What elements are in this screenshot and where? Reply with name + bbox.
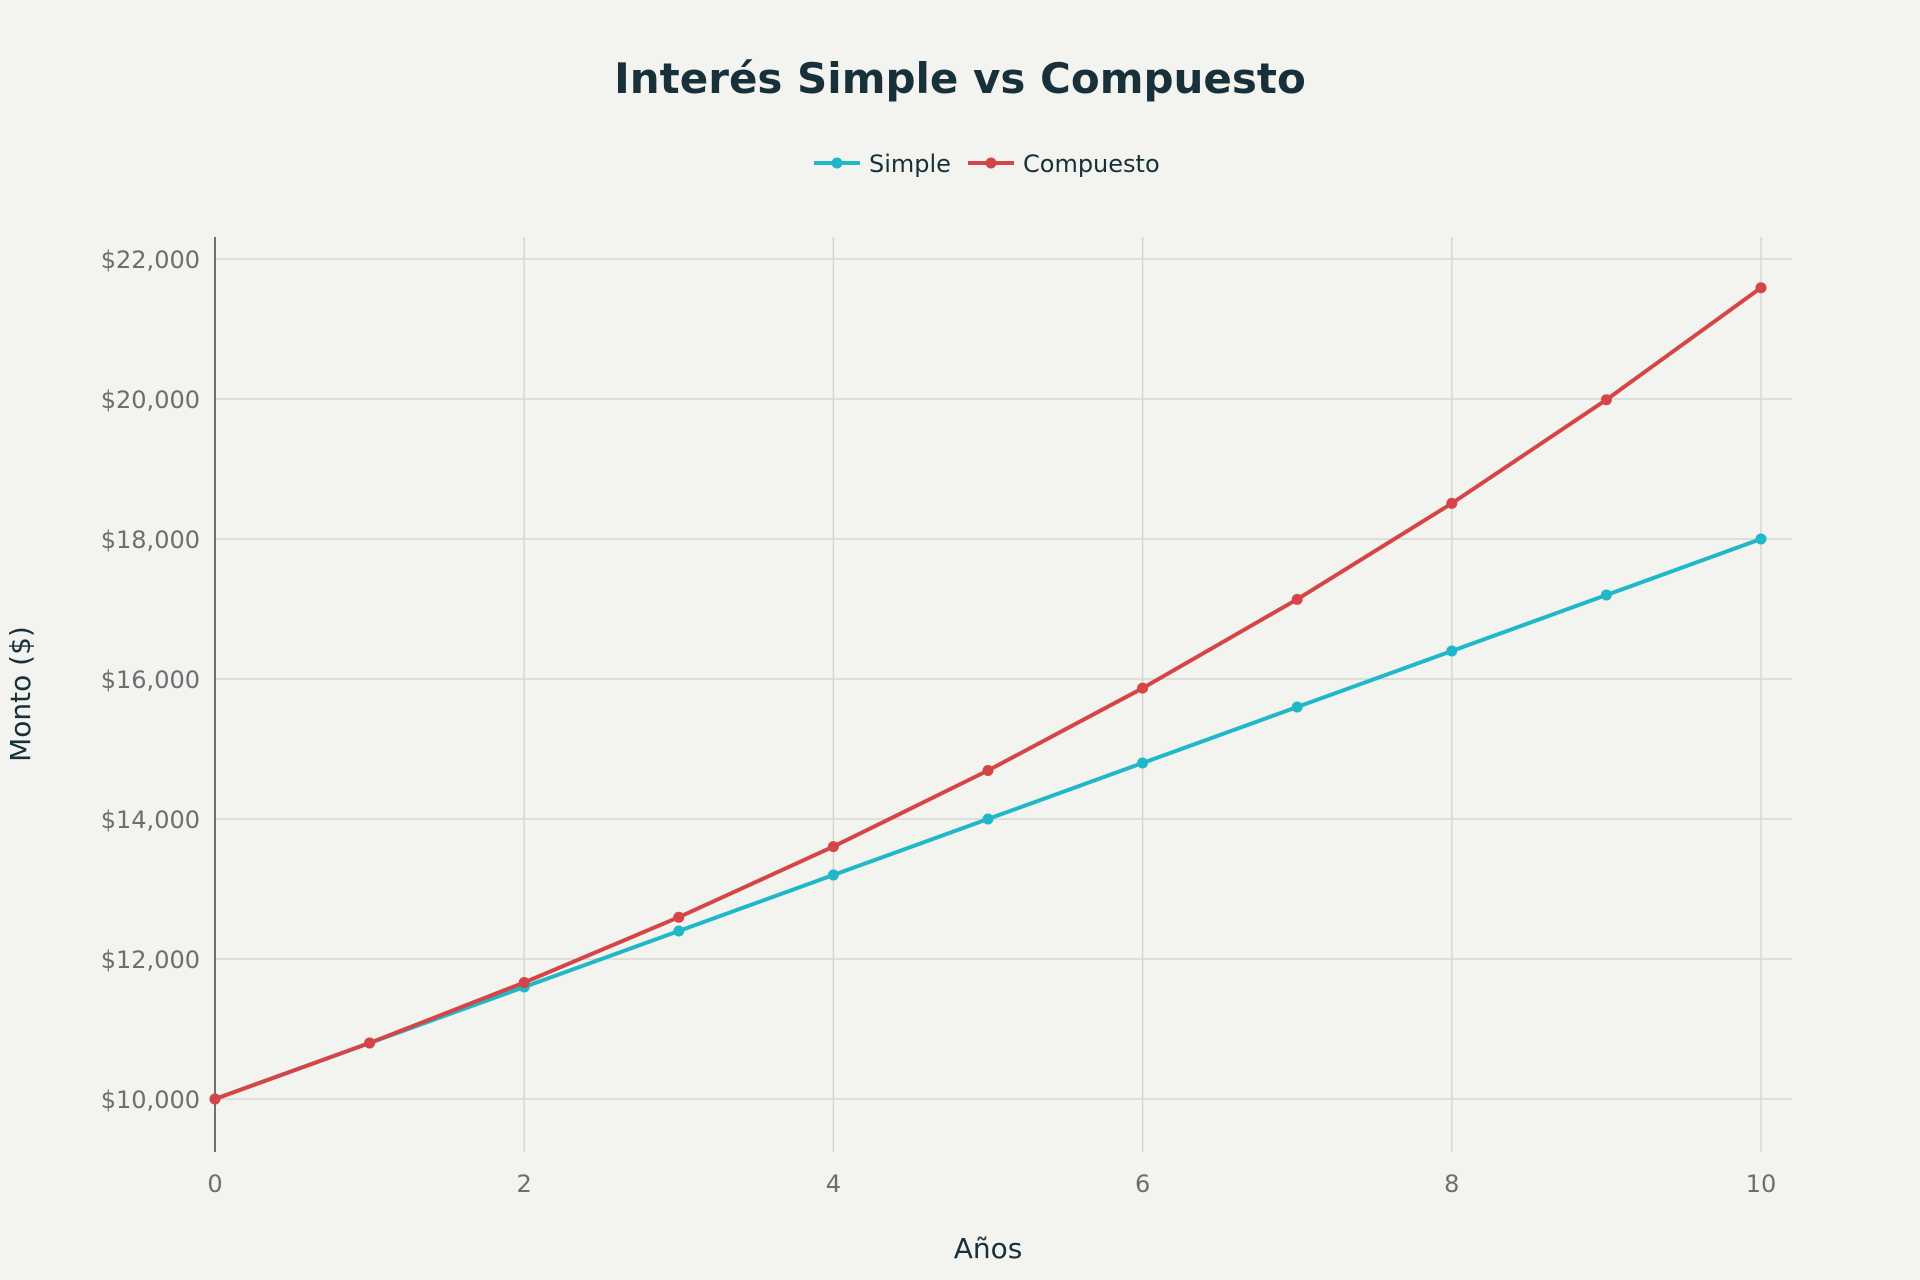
tick-labels: $10,000 $12,000 $14,000 $16,000 $18,000 $20,0… bbox=[101, 246, 1777, 1198]
legend-label-simple: Simple bbox=[869, 150, 951, 178]
x-tick-label: 8 bbox=[1444, 1170, 1459, 1198]
x-tick-label: 10 bbox=[1746, 1170, 1777, 1198]
data-point-compuesto bbox=[673, 911, 685, 923]
data-point-simple bbox=[1137, 757, 1149, 769]
y-tick-label: $12,000 bbox=[101, 946, 200, 974]
data-point-compuesto bbox=[1137, 682, 1149, 694]
legend-item-compuesto: Compuesto bbox=[968, 150, 1160, 178]
y-tick-label: $16,000 bbox=[101, 666, 200, 694]
legend-label-compuesto: Compuesto bbox=[1023, 150, 1160, 178]
data-point-simple bbox=[1755, 533, 1767, 545]
data-point-compuesto bbox=[1446, 497, 1458, 509]
x-tick-label: 4 bbox=[826, 1170, 841, 1198]
chart-title: Interés Simple vs Compuesto bbox=[614, 54, 1306, 103]
data-point-simple bbox=[1291, 701, 1303, 713]
data-point-simple bbox=[1600, 589, 1612, 601]
y-tick-label: $20,000 bbox=[101, 386, 200, 414]
x-tick-label: 0 bbox=[207, 1170, 222, 1198]
y-axis-title: Monto ($) bbox=[4, 626, 37, 762]
series-line-compuesto bbox=[213, 285, 1763, 1101]
data-point-compuesto bbox=[518, 977, 530, 989]
legend-marker-compuesto bbox=[985, 157, 997, 169]
grid bbox=[215, 237, 1792, 1152]
legend-marker-simple bbox=[831, 157, 843, 169]
x-tick-label: 2 bbox=[517, 1170, 532, 1198]
data-point-compuesto bbox=[1291, 593, 1303, 605]
series-compuesto bbox=[209, 282, 1767, 1105]
y-tick-label: $10,000 bbox=[101, 1086, 200, 1114]
x-axis-title: Años bbox=[954, 1232, 1023, 1265]
data-point-simple bbox=[827, 869, 839, 881]
x-tick-label: 6 bbox=[1135, 1170, 1150, 1198]
data-point-simple bbox=[673, 925, 685, 937]
series-group bbox=[209, 282, 1767, 1105]
y-tick-label: $22,000 bbox=[101, 246, 200, 274]
data-point-compuesto bbox=[1755, 282, 1767, 294]
data-point-compuesto bbox=[1600, 394, 1612, 406]
data-point-compuesto bbox=[982, 764, 994, 776]
y-tick-label: $18,000 bbox=[101, 526, 200, 554]
data-point-compuesto bbox=[209, 1093, 221, 1105]
data-point-simple bbox=[1446, 645, 1458, 657]
y-tick-label: $14,000 bbox=[101, 806, 200, 834]
data-point-simple bbox=[982, 813, 994, 825]
legend: Simple Compuesto bbox=[814, 150, 1160, 178]
data-point-compuesto bbox=[827, 841, 839, 853]
legend-item-simple: Simple bbox=[814, 150, 951, 178]
data-point-compuesto bbox=[364, 1037, 376, 1049]
